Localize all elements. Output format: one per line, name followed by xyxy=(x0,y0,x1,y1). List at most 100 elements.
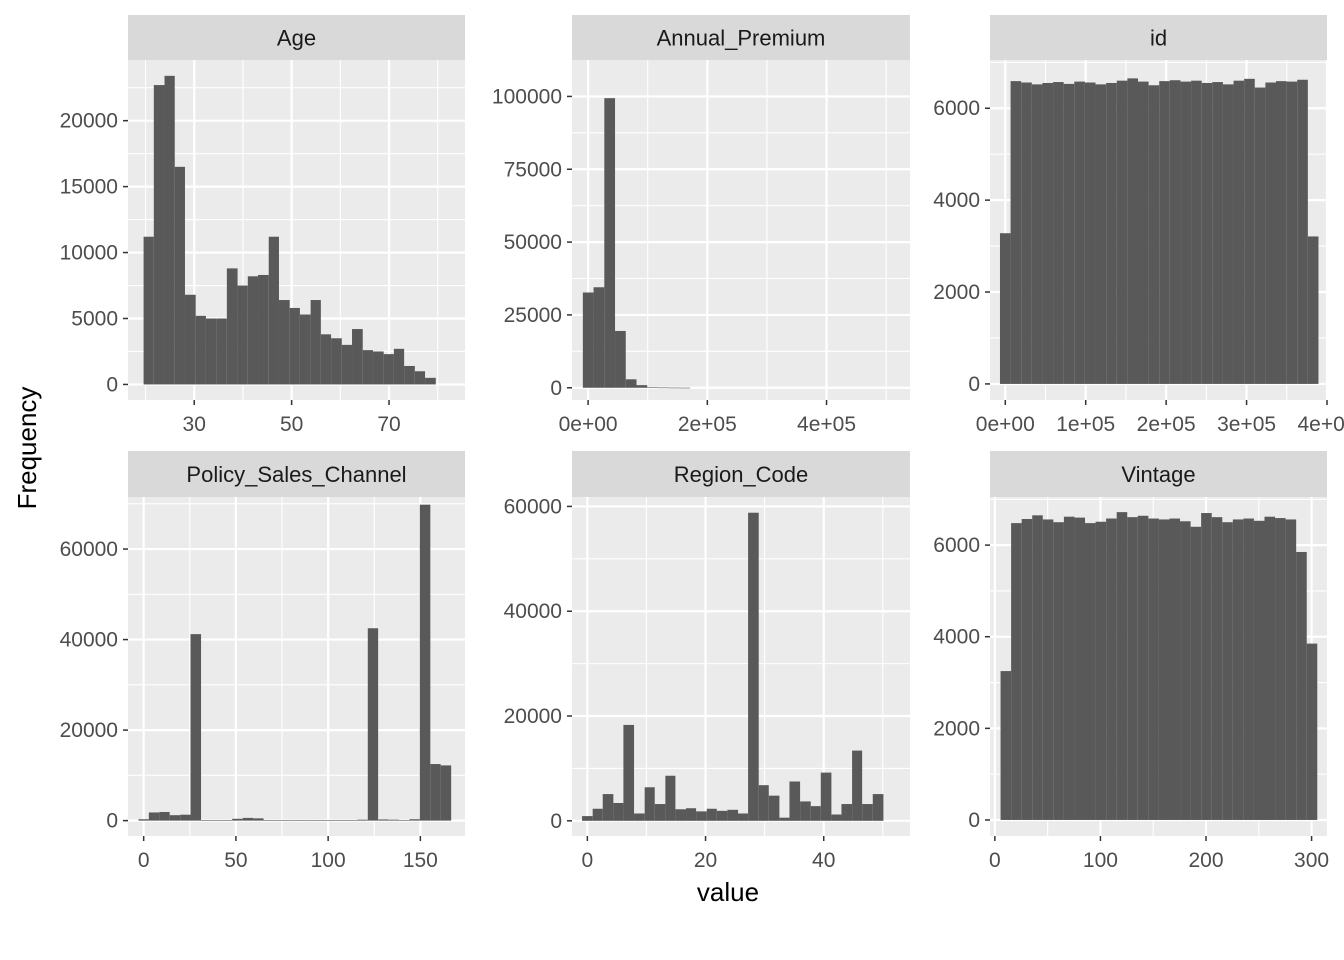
minor-gridlines-annual-premium xyxy=(572,60,910,400)
histogram-bar xyxy=(341,344,353,385)
histogram-bar xyxy=(367,628,379,821)
bars-region-code xyxy=(582,512,884,821)
histogram-bar xyxy=(305,820,316,821)
histogram-bar xyxy=(1085,523,1096,820)
strip-policy-sales-channel xyxy=(128,451,465,497)
panel-background-policy-sales-channel xyxy=(128,497,465,836)
histogram-bar xyxy=(284,820,295,821)
y-tick-label: 6000 xyxy=(933,97,980,120)
histogram-bar xyxy=(383,354,394,385)
histogram-bar xyxy=(841,804,853,821)
histogram-bar xyxy=(1222,522,1233,820)
histogram-bar xyxy=(1042,82,1054,384)
histogram-bar xyxy=(852,750,863,821)
histogram-bar xyxy=(1275,518,1286,820)
histogram-bar xyxy=(1297,79,1308,384)
histogram-bar xyxy=(1148,85,1160,384)
x-tick-label: 100 xyxy=(311,849,346,872)
histogram-bar xyxy=(831,814,842,821)
panel-age: Age 0 5000 10000 15000 20000 30 50 70 xyxy=(60,15,465,436)
histogram-bar xyxy=(716,810,728,821)
histogram-bar xyxy=(1148,518,1159,820)
axes-id: 0 2000 4000 6000 0e+00 1e+05 2e+05 3e+05 4e+05 xyxy=(933,97,1344,436)
panel-background-annual-premium xyxy=(572,60,910,400)
x-tick-label: 20 xyxy=(694,849,717,872)
y-tick-label: 60000 xyxy=(60,538,118,561)
histogram-bar xyxy=(1243,518,1254,820)
histogram-bar xyxy=(404,365,415,385)
histogram-bar xyxy=(357,819,368,821)
x-tick-label: 0 xyxy=(582,849,594,872)
histogram-bar xyxy=(226,268,238,385)
histogram-bar xyxy=(164,75,175,385)
histogram-bar xyxy=(1127,78,1138,384)
histogram-bar xyxy=(1222,84,1234,384)
x-tick-label: 0e+00 xyxy=(559,413,618,436)
x-tick-label: 150 xyxy=(403,849,438,872)
histogram-bar xyxy=(686,808,697,821)
histogram-bar xyxy=(1307,236,1319,384)
histogram-bar xyxy=(414,371,426,385)
histogram-bar xyxy=(1063,83,1075,384)
histogram-bar xyxy=(604,98,616,388)
panel-policy-sales-channel: Policy_Sales_Channel 0 20000 40000 60000 0 50 1… xyxy=(60,451,465,872)
histogram-bar xyxy=(1095,521,1107,820)
histogram-bar xyxy=(289,307,300,385)
histogram-bar xyxy=(644,787,655,821)
y-tick-label: 0 xyxy=(106,373,118,396)
histogram-bar xyxy=(159,812,170,821)
histogram-bar xyxy=(582,816,593,821)
histogram-bar xyxy=(1074,81,1085,384)
histogram-bar xyxy=(1264,516,1276,820)
bars-id xyxy=(999,78,1319,384)
histogram-bar xyxy=(362,350,373,385)
x-tick-label: 200 xyxy=(1188,849,1223,872)
histogram-bar xyxy=(1244,78,1255,384)
x-tick-label: 1e+05 xyxy=(1056,413,1115,436)
x-tick-label: 30 xyxy=(183,413,206,436)
histogram-bar xyxy=(1053,82,1064,384)
histogram-bar xyxy=(657,387,669,389)
major-gridlines-annual-premium xyxy=(572,60,910,400)
histogram-bar xyxy=(1053,522,1064,820)
bars-vintage xyxy=(1000,512,1318,820)
histogram-bar xyxy=(143,236,154,385)
histogram-bar xyxy=(634,813,645,821)
minor-gridlines-policy-sales-channel xyxy=(128,497,465,836)
histogram-bar xyxy=(1010,81,1022,384)
histogram-bar xyxy=(268,236,279,385)
histogram-bar xyxy=(174,166,185,385)
histogram-bar xyxy=(1063,516,1075,820)
y-tick-label: 15000 xyxy=(60,176,118,199)
histogram-bar xyxy=(1306,643,1318,820)
x-tick-label: 300 xyxy=(1294,849,1329,872)
histogram-bar xyxy=(232,818,243,821)
strip-label-vintage: Vintage xyxy=(1121,462,1195,487)
x-tick-label: 0e+00 xyxy=(976,413,1035,436)
y-tick-label: 4000 xyxy=(933,189,980,212)
histogram-bar xyxy=(205,318,217,385)
histogram-bar xyxy=(1084,82,1096,384)
strip-age xyxy=(128,15,465,60)
histogram-bar xyxy=(768,795,780,821)
panel-id: id 0 2000 4000 6000 0e+00 1e+05 2e+05 3e+05 4e+05 xyxy=(933,15,1344,436)
y-tick-label: 20000 xyxy=(60,110,118,133)
histogram-bar xyxy=(1021,82,1032,384)
histogram-bar xyxy=(727,809,739,821)
histogram-bar xyxy=(592,808,603,821)
y-tick-label: 0 xyxy=(968,373,980,396)
histogram-bar xyxy=(1031,84,1043,384)
y-tick-label: 2000 xyxy=(933,281,980,304)
histogram-bar xyxy=(372,351,384,385)
histogram-bar xyxy=(789,781,801,821)
histogram-bar xyxy=(352,329,363,385)
histogram-bar xyxy=(1253,520,1265,820)
x-tick-label: 2e+05 xyxy=(678,413,737,436)
histogram-bar xyxy=(800,801,811,821)
histogram-bar xyxy=(615,330,626,388)
histogram-bar xyxy=(1296,551,1307,820)
y-tick-label: 0 xyxy=(550,810,562,833)
histogram-bar xyxy=(758,785,769,821)
